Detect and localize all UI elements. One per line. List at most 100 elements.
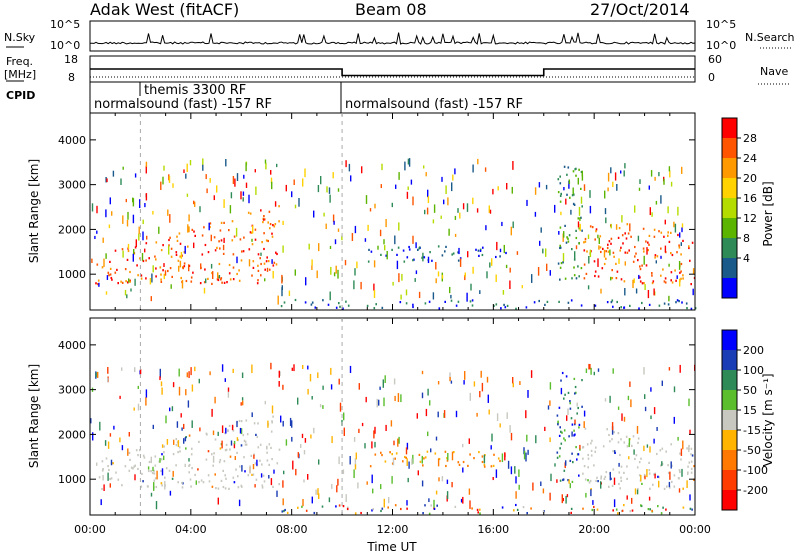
noise-cell bbox=[583, 184, 586, 191]
echo-cell bbox=[573, 266, 575, 269]
echo-cell bbox=[559, 244, 561, 247]
echo-cell bbox=[571, 248, 573, 251]
noise-cell bbox=[644, 284, 646, 290]
echo-cell bbox=[600, 477, 602, 480]
noise-cell bbox=[640, 474, 642, 482]
echo-cell bbox=[141, 472, 143, 475]
noise-cell bbox=[692, 268, 695, 275]
echo-cell bbox=[556, 451, 559, 454]
echo-cell bbox=[142, 259, 145, 263]
noise-cell bbox=[454, 215, 457, 220]
echo-cell bbox=[417, 248, 419, 251]
echo-cell bbox=[402, 249, 405, 252]
echo-cell bbox=[167, 269, 169, 273]
echo-cell bbox=[651, 272, 653, 275]
noise-cell bbox=[679, 232, 681, 238]
echo-cell bbox=[243, 439, 246, 442]
echo-cell bbox=[680, 270, 682, 273]
noise-cell bbox=[150, 296, 152, 302]
velocity-colorbar-title: Velocity [m s⁻¹] bbox=[761, 373, 775, 466]
echo-cell bbox=[630, 235, 632, 238]
echo-cell bbox=[280, 305, 283, 308]
noise-cell bbox=[225, 159, 227, 167]
echo-cell bbox=[617, 512, 619, 515]
noise-cell bbox=[223, 199, 225, 208]
noise-cell bbox=[225, 427, 227, 434]
echo-cell bbox=[121, 484, 123, 487]
echo-cell bbox=[619, 249, 621, 252]
noise-cell bbox=[629, 223, 631, 232]
noise-cell bbox=[416, 413, 418, 419]
noise-cell bbox=[291, 367, 293, 371]
echo-cell bbox=[587, 466, 589, 469]
echo-cell bbox=[574, 385, 577, 389]
noise-cell bbox=[273, 469, 275, 474]
echo-cell bbox=[423, 457, 425, 460]
noise-cell bbox=[597, 258, 599, 267]
echo-cell bbox=[160, 469, 162, 473]
echo-cell bbox=[642, 227, 645, 230]
noise-cell bbox=[345, 494, 347, 502]
noise-cell bbox=[540, 227, 542, 233]
noise-cell bbox=[240, 191, 242, 200]
echo-cell bbox=[424, 456, 427, 459]
echo-cell bbox=[121, 248, 124, 251]
echo-cell bbox=[236, 272, 238, 276]
noise-cell bbox=[407, 158, 410, 165]
echo-cell bbox=[224, 487, 227, 490]
echo-cell bbox=[651, 282, 654, 285]
echo-cell bbox=[431, 259, 433, 262]
echo-cell bbox=[150, 470, 152, 473]
echo-cell bbox=[263, 215, 265, 218]
noise-cell bbox=[554, 204, 556, 213]
noise-cell bbox=[383, 397, 385, 407]
echo-cell bbox=[586, 250, 588, 253]
noise-cell bbox=[133, 249, 135, 255]
echo-cell bbox=[263, 218, 266, 221]
echo-cell bbox=[232, 476, 235, 479]
echo-cell bbox=[634, 255, 636, 258]
echo-cell bbox=[240, 444, 243, 447]
echo-cell bbox=[224, 449, 227, 452]
echo-cell bbox=[666, 485, 668, 488]
noise-cell bbox=[578, 206, 581, 216]
echo-cell bbox=[557, 191, 560, 194]
echo-cell bbox=[637, 487, 639, 491]
echo-cell bbox=[240, 484, 243, 487]
echo-cell bbox=[204, 243, 207, 247]
echo-cell bbox=[677, 233, 679, 237]
echo-cell bbox=[198, 481, 200, 484]
echo-cell bbox=[503, 303, 505, 306]
noise-cell bbox=[353, 469, 355, 479]
echo-cell bbox=[159, 266, 162, 269]
echo-cell bbox=[691, 241, 694, 244]
echo-cell bbox=[239, 465, 241, 468]
echo-cell bbox=[262, 218, 265, 221]
noise-cell bbox=[415, 270, 418, 275]
noise-cell bbox=[414, 278, 416, 282]
noise-cell bbox=[372, 488, 374, 494]
noise-cell bbox=[144, 203, 146, 208]
echo-cell bbox=[129, 458, 131, 461]
noise-cell bbox=[624, 261, 626, 266]
echo-cell bbox=[451, 253, 453, 256]
echo-cell bbox=[638, 474, 641, 477]
noise-cell bbox=[270, 170, 272, 175]
noise-cell bbox=[236, 437, 239, 441]
echo-cell bbox=[148, 460, 151, 464]
noise-cell bbox=[481, 382, 484, 392]
echo-cell bbox=[265, 260, 268, 263]
echo-cell bbox=[446, 457, 448, 460]
noise-cell bbox=[577, 177, 579, 185]
echo-cell bbox=[276, 252, 278, 256]
echo-cell bbox=[188, 434, 191, 437]
noise-cell bbox=[450, 294, 452, 299]
noise-cell bbox=[394, 235, 396, 245]
echo-cell bbox=[283, 509, 285, 513]
noise-cell bbox=[571, 431, 573, 437]
echo-cell bbox=[479, 512, 481, 515]
echo-cell bbox=[664, 281, 667, 284]
echo-cell bbox=[403, 260, 406, 263]
noise-cell bbox=[556, 479, 558, 483]
